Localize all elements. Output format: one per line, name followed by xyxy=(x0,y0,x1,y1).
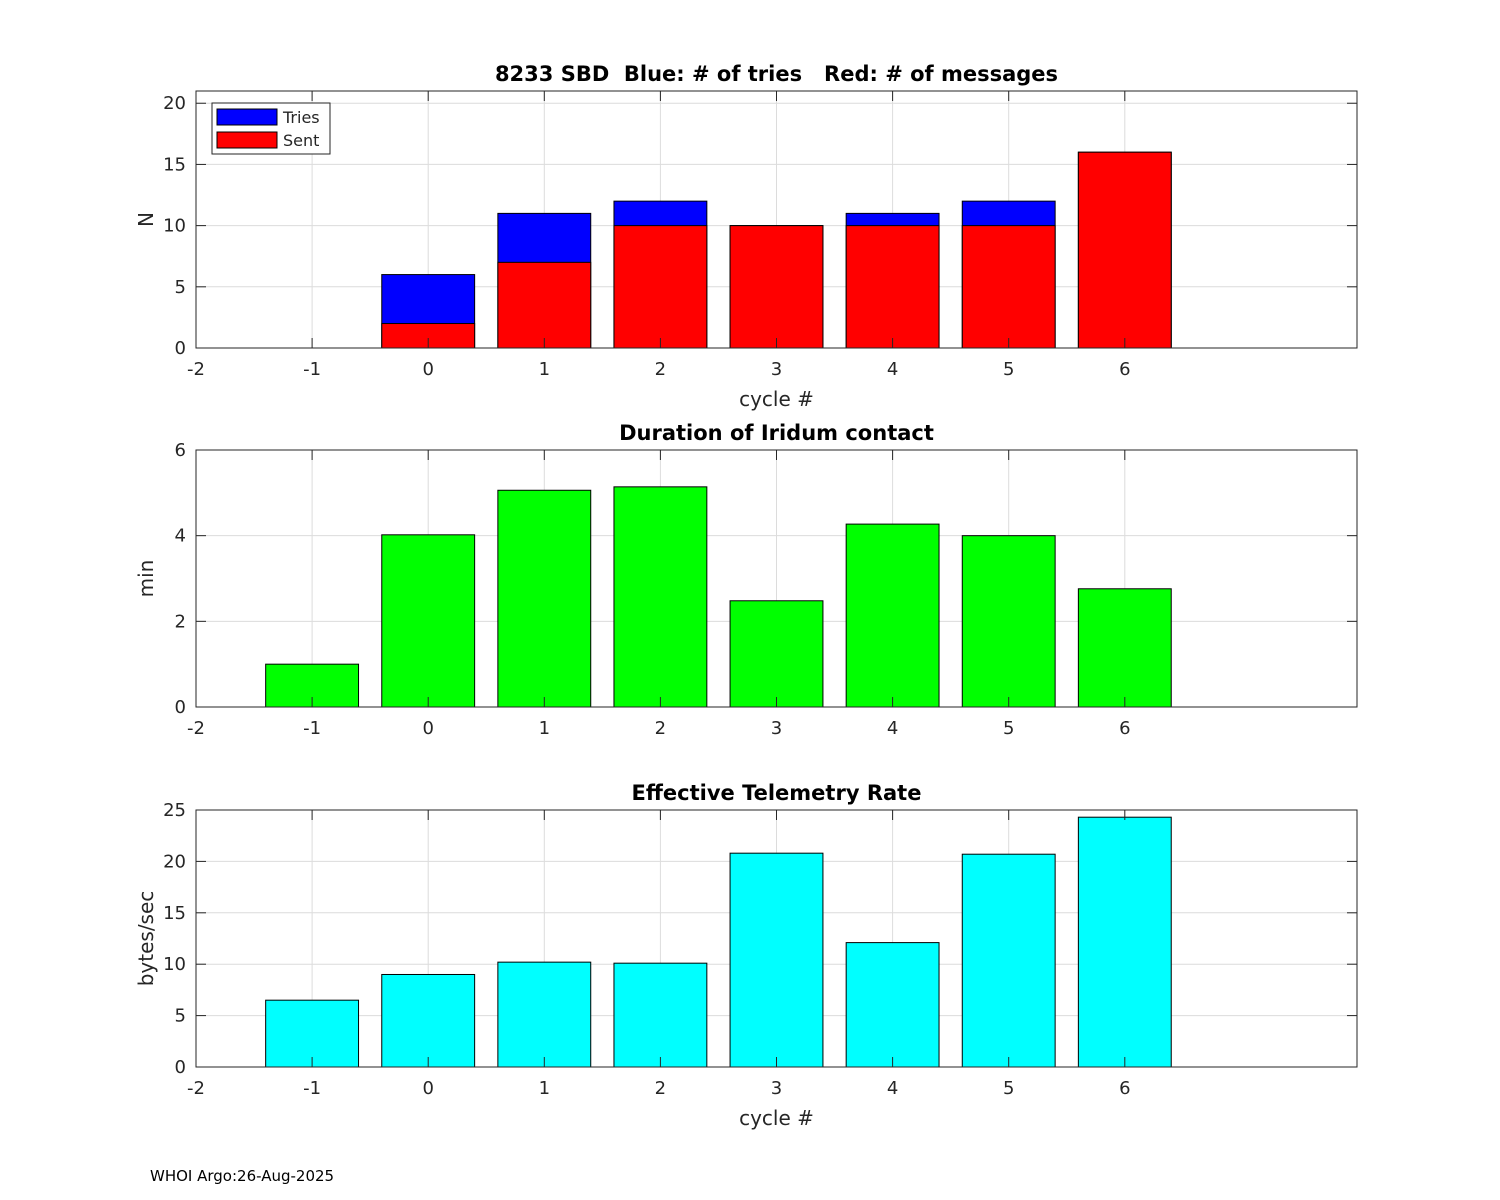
x-tick-label: -1 xyxy=(303,1078,321,1099)
y-tick-label: 25 xyxy=(163,800,186,821)
y-tick-label: 0 xyxy=(175,1057,186,1078)
x-tick-label: 0 xyxy=(422,359,433,380)
y-axis-label: bytes/sec xyxy=(134,891,158,987)
bar-sent-cycle-2 xyxy=(613,225,708,349)
x-tick-label: 0 xyxy=(422,718,433,739)
bar-rate-cycle-6 xyxy=(1077,816,1172,1068)
bar-duration-cycle-2 xyxy=(613,486,708,708)
bar-duration-cycle-5 xyxy=(961,535,1056,708)
chart-3: -2 -1 0 1 2 3 4 5 6 0 5 10 15 20 25 Effective Telemetry… xyxy=(134,781,1358,1130)
footer-label: WHOI Argo:26-Aug-2025 xyxy=(150,1167,335,1185)
y-tick-label: 10 xyxy=(163,954,186,975)
legend-label-sent: Sent xyxy=(283,131,319,150)
bar-rate-cycle--1 xyxy=(265,999,360,1068)
x-tick-label: 0 xyxy=(422,1078,433,1099)
bar-duration-cycle-1 xyxy=(497,489,592,708)
x-tick-label: 4 xyxy=(887,718,898,739)
legend: Tries Sent xyxy=(211,102,331,155)
x-tick-label: 6 xyxy=(1119,359,1130,380)
chart-title: Duration of Iridum contact xyxy=(619,421,934,445)
y-tick-label: 15 xyxy=(163,903,186,924)
bar-rate-cycle-1 xyxy=(497,961,592,1068)
y-axis-label: min xyxy=(134,560,158,598)
chart-2: -2 -1 0 1 2 3 4 5 6 0 2 4 6 Duration of Iridum contac… xyxy=(134,421,1358,739)
chart-title: Effective Telemetry Rate xyxy=(632,781,922,805)
x-tick-label: 5 xyxy=(1003,718,1014,739)
bar-duration-cycle-0 xyxy=(381,534,476,708)
bar-rate-cycle-2 xyxy=(613,962,708,1068)
chart-1: -2 -1 0 1 2 3 4 5 6 0 5 10 15 20 8233 SBD Blue: # of t… xyxy=(134,62,1358,411)
x-tick-label: -2 xyxy=(187,359,205,380)
bar-duration-cycle-6 xyxy=(1077,588,1172,708)
bar-rate-cycle-0 xyxy=(381,973,476,1068)
x-tick-label: 3 xyxy=(771,1078,782,1099)
bar-duration-cycle-3 xyxy=(729,600,824,708)
y-tick-label: 0 xyxy=(175,338,186,359)
y-tick-label: 5 xyxy=(175,1006,186,1027)
y-tick-label: 4 xyxy=(175,526,186,547)
y-tick-label: 10 xyxy=(163,216,186,237)
bar-duration-cycle-4 xyxy=(845,523,940,708)
y-axis-label: N xyxy=(134,212,158,227)
legend-label-tries: Tries xyxy=(282,108,320,127)
y-tick-label: 20 xyxy=(163,851,186,872)
x-tick-label: 3 xyxy=(771,718,782,739)
x-tick-label: -1 xyxy=(303,359,321,380)
x-tick-label: 5 xyxy=(1003,1078,1014,1099)
x-tick-label: 1 xyxy=(539,718,550,739)
x-tick-label: -2 xyxy=(187,1078,205,1099)
y-tick-label: 0 xyxy=(175,697,186,718)
bar-rate-cycle-4 xyxy=(845,942,940,1068)
y-tick-label: 5 xyxy=(175,277,186,298)
x-tick-label: 1 xyxy=(539,1078,550,1099)
x-tick-label: 6 xyxy=(1119,1078,1130,1099)
x-tick-label: 2 xyxy=(655,718,666,739)
bar-sent-cycle-6 xyxy=(1077,151,1172,349)
x-tick-label: 2 xyxy=(655,1078,666,1099)
x-tick-label: 3 xyxy=(771,359,782,380)
bar-sent-cycle-3 xyxy=(729,225,824,349)
x-tick-label: 2 xyxy=(655,359,666,380)
chart-title: 8233 SBD Blue: # of tries Red: # of mess… xyxy=(495,62,1058,86)
bar-sent-cycle-4 xyxy=(845,225,940,349)
y-tick-label: 2 xyxy=(175,611,186,632)
x-tick-label: 5 xyxy=(1003,359,1014,380)
legend-swatch-sent xyxy=(216,131,278,149)
x-tick-label: 4 xyxy=(887,1078,898,1099)
x-axis-label: cycle # xyxy=(739,387,814,411)
x-tick-label: 1 xyxy=(539,359,550,380)
x-tick-label: -2 xyxy=(187,718,205,739)
y-tick-label: 15 xyxy=(163,154,186,175)
bar-sent-cycle-1 xyxy=(497,261,592,349)
bar-rate-cycle-5 xyxy=(961,853,1056,1068)
y-tick-label: 20 xyxy=(163,93,186,114)
x-tick-label: 6 xyxy=(1119,718,1130,739)
legend-swatch-tries xyxy=(216,108,278,126)
x-tick-label: 4 xyxy=(887,359,898,380)
x-tick-label: -1 xyxy=(303,718,321,739)
bar-sent-cycle-5 xyxy=(961,225,1056,349)
bar-rate-cycle-3 xyxy=(729,852,824,1068)
y-tick-label: 6 xyxy=(175,440,186,461)
x-axis-label: cycle # xyxy=(739,1106,814,1130)
